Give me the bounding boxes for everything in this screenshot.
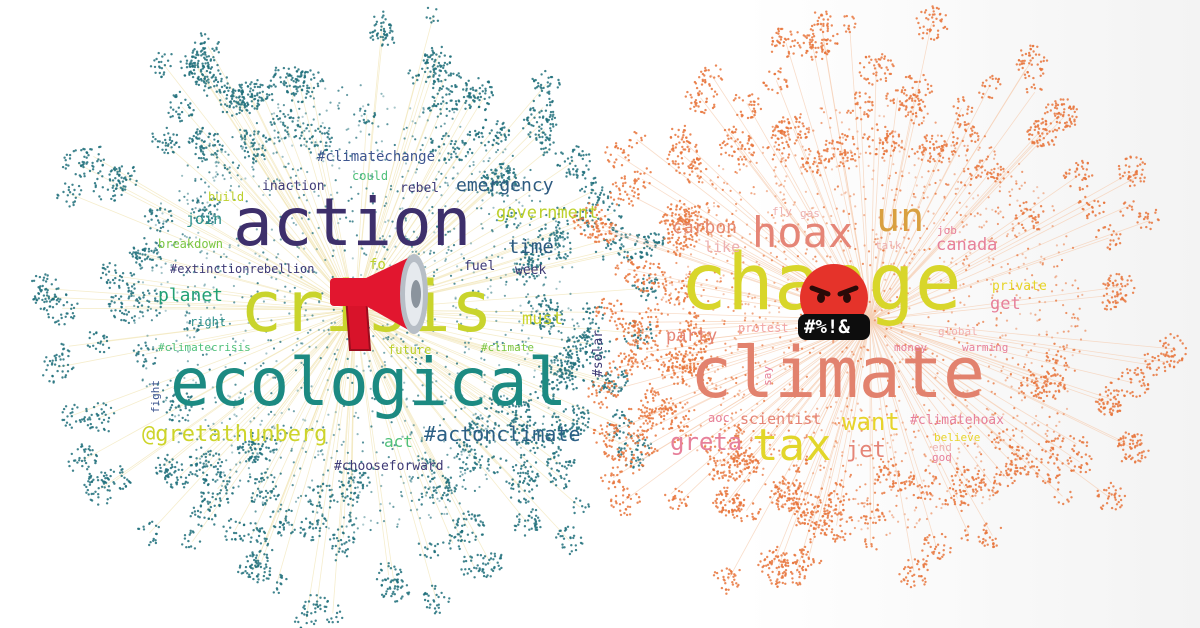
word-actonclimate: #actonclimate [424, 422, 581, 446]
word-build: build [208, 190, 245, 204]
word-canada: canada [936, 235, 998, 255]
word-rebel: rebel [400, 181, 440, 196]
word-un: un [876, 195, 925, 241]
word-tax: tax [752, 420, 832, 471]
word-inaction: inaction [262, 179, 325, 194]
network-nodes [571, 5, 1188, 595]
word-say: say [761, 366, 774, 386]
word-time: time [508, 236, 554, 258]
word-scientist: scientist [740, 410, 822, 428]
word-job: job [937, 224, 957, 237]
word-fly: fly [772, 205, 792, 218]
word-warming: warming [962, 341, 1009, 354]
word-gretathunberg: @gretathunberg [142, 422, 328, 447]
word-talk: talk [875, 239, 902, 252]
word-breakdown: breakdown [158, 237, 224, 251]
word-climatecrisis: #climatecrisis [158, 341, 251, 354]
word-fuel: fuel [464, 259, 496, 274]
word-planet: planet [158, 285, 224, 306]
network-nodes [31, 6, 666, 628]
word-action: action [233, 184, 472, 261]
word-jet: jet [846, 438, 886, 463]
word-gas: gas [800, 207, 820, 220]
word-protest: protest [738, 321, 789, 335]
word-god: god [932, 451, 952, 464]
word-must: must [522, 309, 563, 329]
word-future: future [388, 343, 432, 357]
angry-face-icon [798, 264, 870, 340]
word-hoax: hoax [752, 208, 854, 257]
word-government: government [496, 203, 599, 223]
angry-face-caption: #%!& [804, 316, 850, 338]
word-like: like [704, 238, 741, 256]
word-climate-tag: #climate [481, 341, 534, 354]
word-end: end [932, 441, 952, 454]
word-climatechange: #climatechange [317, 149, 436, 165]
word-right: right [190, 315, 227, 329]
word-could: could [352, 169, 389, 183]
word-climatehoax: #climatehoax [910, 413, 1004, 428]
word-chooseforward: #chooseforward [334, 459, 444, 474]
word-believe: believe [934, 431, 981, 444]
word-private: private [992, 279, 1047, 294]
word-get: get [990, 294, 1021, 314]
word-extinctionrebellion: #extinctionrebellion [170, 262, 315, 276]
word-party: party [666, 326, 718, 346]
word-carbon: carbon [672, 217, 738, 238]
word-week: week [515, 263, 547, 278]
word-greta: greta [670, 428, 743, 456]
word-ecological: ecological [170, 344, 568, 421]
word-climate: climate [690, 332, 986, 414]
word-money: money [894, 341, 928, 354]
word-emergency: emergency [456, 175, 554, 196]
megaphone-icon [330, 254, 428, 351]
word-join: join [186, 210, 223, 228]
word-global: global [938, 325, 978, 338]
word-fo: fo [369, 257, 386, 273]
word-aoc: aoc [708, 411, 730, 425]
word-act: act [384, 432, 413, 451]
word-want: want [842, 408, 900, 436]
